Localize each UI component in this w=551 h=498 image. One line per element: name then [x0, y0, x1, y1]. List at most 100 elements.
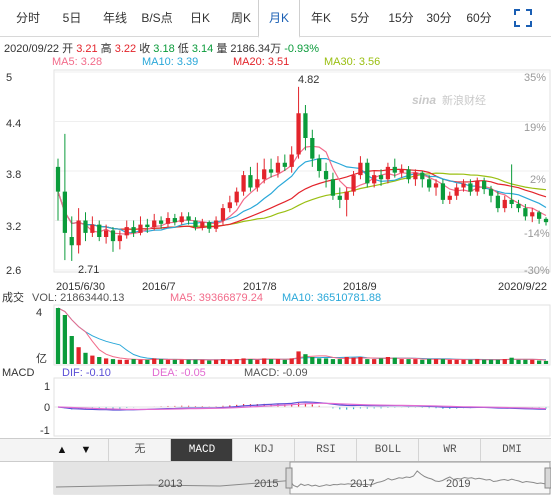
candle-up — [234, 191, 239, 203]
macd-panel: MACD DIF: -0.10 DEA: -0.05 MACD: -0.09 1… — [2, 367, 551, 437]
tab-intraday[interactable]: 分时 — [15, 11, 40, 25]
tab-monthly-k[interactable]: 月K — [258, 0, 300, 38]
candle-down — [406, 169, 411, 180]
volume-bar — [420, 359, 425, 364]
indicator-rsi[interactable]: RSI — [294, 439, 357, 461]
macd-tick-label: 0 — [44, 402, 50, 414]
quote-date: 2020/09/22 — [4, 43, 60, 55]
tab-30min[interactable]: 30分 — [426, 11, 452, 25]
tab-daily-k[interactable]: 日K — [189, 11, 210, 25]
volume-bar — [351, 357, 356, 364]
ma10-value: MA10: 3.39 — [142, 56, 199, 68]
candle-down — [392, 166, 397, 173]
volume-bar — [330, 359, 336, 364]
candle-up — [344, 191, 349, 200]
candle-down — [536, 212, 542, 219]
price-tick-label: 3.2 — [6, 221, 21, 233]
tab-weekly-k[interactable]: 周K — [230, 11, 251, 25]
tab-5day[interactable]: 5日 — [62, 11, 82, 25]
indicator-kdj[interactable]: KDJ — [232, 439, 295, 461]
volume-bar — [213, 359, 219, 364]
candle-up — [124, 227, 129, 236]
indicator-boll[interactable]: BOLL — [356, 439, 419, 461]
volume-bar — [124, 359, 129, 364]
overview-right-handle[interactable] — [544, 467, 551, 489]
candle-up — [241, 175, 246, 192]
indicator-macd[interactable]: MACD — [170, 439, 233, 461]
volume-bar — [303, 354, 308, 364]
candle-up — [152, 220, 157, 228]
candle-down — [55, 166, 61, 192]
volume-bar — [502, 359, 507, 364]
tab-5min[interactable]: 5分 — [350, 11, 370, 25]
overview-left-handle[interactable] — [285, 467, 293, 489]
tab-bs-points[interactable]: B/S点 — [141, 11, 173, 25]
volume-bar — [207, 360, 212, 364]
ma30-value: MA30: 3.56 — [324, 56, 381, 68]
candle-down — [468, 183, 473, 192]
chart-canvas: sina 新浪财经 5 4.4 3.8 3.2 2.6 35% 19% 2% -… — [2, 69, 551, 437]
volume-bars — [55, 308, 549, 364]
volume-bar — [193, 359, 198, 364]
candle-up — [475, 180, 480, 192]
volume-bar — [248, 359, 253, 364]
indicator-dmi[interactable]: DMI — [480, 439, 543, 461]
candle-down — [248, 175, 253, 188]
fullscreen-icon[interactable] — [513, 8, 533, 28]
indicator-none[interactable]: 无 — [108, 439, 171, 461]
candle-down — [158, 220, 164, 224]
vol-ma5-value: MA5: 39366879.24 — [170, 292, 263, 304]
candle-up — [200, 222, 205, 228]
volume-bar — [468, 359, 473, 364]
tab-yearline[interactable]: 年线 — [102, 11, 127, 25]
volume-ma5-line — [57, 307, 547, 361]
candle-up — [227, 202, 232, 209]
overview-line — [55, 470, 549, 488]
tab-yearly-k[interactable]: 年K — [310, 11, 331, 25]
scroll-up-button[interactable]: ▲ — [56, 444, 68, 456]
candle-up — [275, 162, 281, 173]
volume-bar — [172, 359, 177, 364]
indicator-wr[interactable]: WR — [418, 439, 481, 461]
candle-down — [365, 162, 370, 184]
indicator-bar: ▲ ▼ 无 MACD KDJ RSI BOLL WR DMI — [0, 438, 551, 462]
overview-year-label: 2019 — [446, 478, 470, 490]
date-tick-label: 2020/9/22 — [498, 281, 547, 293]
volume-bar — [392, 357, 397, 364]
candle-down — [110, 230, 116, 242]
period-tabs: 分时 5日 年线 B/S点 日K 周K 月K 年K 5分 15分 30分 60分 — [0, 0, 551, 38]
volume-bar — [509, 357, 514, 364]
candle-down — [97, 224, 102, 237]
macd-panel-title: MACD — [2, 367, 34, 379]
price-tick-label: 2.6 — [6, 265, 21, 277]
volume-bar — [69, 336, 74, 364]
volume-bar — [523, 359, 528, 364]
candle-up — [103, 230, 109, 237]
percent-tick-label: -14% — [524, 228, 550, 240]
overview-selected-range[interactable] — [289, 461, 551, 495]
volume-bar — [262, 358, 267, 364]
percent-tick-label: -30% — [524, 265, 550, 277]
high-value: 3.22 — [114, 43, 137, 55]
candle-up — [358, 162, 363, 176]
overview-year-label: 2015 — [254, 478, 278, 490]
candle-down — [516, 204, 521, 209]
overview-unselected-range — [54, 462, 290, 494]
candle-down — [186, 216, 191, 221]
tab-15min[interactable]: 15分 — [388, 11, 414, 25]
candle-up — [165, 218, 171, 224]
date-tick-label: 2016/7 — [142, 281, 176, 293]
volume-bar — [282, 359, 287, 364]
scroll-down-button[interactable]: ▼ — [80, 444, 92, 456]
overview-navigator[interactable]: 2013 2015 2017 2019 — [0, 460, 551, 498]
tab-60min[interactable]: 60分 — [466, 11, 492, 25]
volume-bar — [76, 347, 81, 364]
candle-down — [488, 189, 494, 196]
volume-bar — [227, 359, 232, 364]
volume-bar — [268, 359, 274, 364]
candle-down — [317, 158, 322, 171]
volume-bar — [365, 359, 370, 364]
candle-down — [310, 138, 315, 159]
volume-panel-title: 成交 — [2, 290, 24, 304]
dif-value: DIF: -0.10 — [62, 367, 111, 379]
